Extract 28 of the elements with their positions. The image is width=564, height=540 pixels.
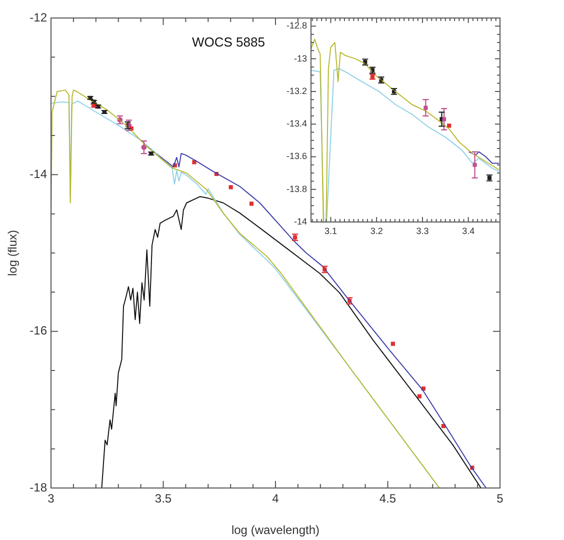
- y-tick-label: -14: [30, 166, 48, 181]
- x-tick-label: 4.5: [379, 492, 396, 506]
- y-tick-label: -16: [30, 324, 48, 338]
- point: [249, 202, 254, 206]
- y-tick-label: -14: [294, 216, 307, 226]
- y-axis-title: log (flux): [6, 230, 20, 276]
- y-tick-label: -13: [294, 53, 307, 64]
- x-tick-label: 3.1: [324, 226, 337, 236]
- y-tick-label: -12: [30, 10, 48, 24]
- x-tick-label: 3.3: [416, 226, 429, 236]
- text: WOCS 5885: [192, 34, 265, 50]
- x-tick-label: 3.4: [462, 226, 475, 236]
- y-tick-label: -12.8: [286, 20, 307, 31]
- point: [390, 342, 395, 346]
- point: [228, 185, 233, 190]
- x-tick-label: 3: [48, 492, 55, 506]
- x-tick-label: 3.2: [370, 226, 383, 236]
- point: [192, 160, 196, 164]
- y-tick-label: -13.6: [286, 151, 307, 162]
- y-tick-label: -18: [30, 480, 48, 494]
- x-tick-label: 5: [496, 492, 504, 506]
- y-tick-label: -13.2: [286, 86, 307, 96]
- point: [417, 394, 422, 398]
- y-tick-label: -13.4: [286, 118, 307, 129]
- y-tick-label: -13.8: [286, 184, 307, 194]
- x-tick-label: 4: [272, 492, 280, 506]
- x-tick-label: 3.5: [154, 492, 172, 506]
- x-axis-title: log (wavelength): [231, 523, 320, 538]
